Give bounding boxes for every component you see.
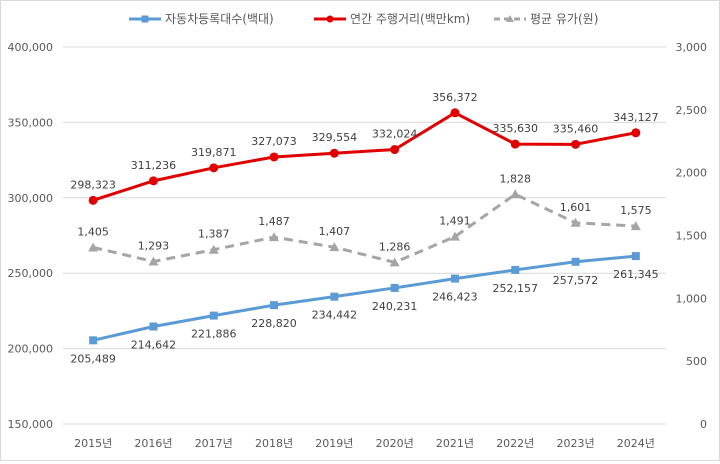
x-axis-tick-label: 2021년 (436, 437, 474, 450)
x-axis-tick-label: 2016년 (134, 437, 172, 450)
data-point (88, 242, 99, 252)
data-point (208, 244, 219, 254)
data-label: 214,642 (131, 339, 177, 352)
series-line (92, 192, 636, 264)
data-point (269, 152, 279, 162)
data-label: 356,372 (432, 91, 478, 104)
data-point (631, 252, 640, 261)
data-point (148, 176, 158, 186)
x-axis-tick-label: 2024년 (617, 437, 655, 450)
data-label: 335,630 (493, 122, 539, 135)
x-axis-tick-label: 2018년 (255, 437, 293, 450)
x-axis-tick-label: 2019년 (315, 437, 353, 450)
legend-label: 자동차등록대수(백대) (165, 12, 274, 26)
data-point (450, 108, 460, 118)
data-point (449, 231, 460, 241)
data-label: 1,405 (77, 225, 109, 238)
data-label: 319,871 (191, 146, 237, 159)
right-axis-tick-label: 1,000 (676, 292, 708, 305)
x-axis-tick-label: 2017년 (195, 437, 233, 450)
x-axis-tick-label: 2023년 (556, 437, 594, 450)
data-point (511, 265, 520, 274)
x-axis-tick-label: 2020년 (376, 437, 414, 450)
data-label: 1,286 (379, 240, 411, 253)
data-label: 1,293 (138, 240, 170, 253)
data-point (510, 189, 521, 199)
left-axis-tick-label: 300,000 (8, 192, 54, 205)
series-0: 205,489 214,642 221,886 228,820 234,442 240,2… (70, 252, 659, 365)
data-label: 257,572 (553, 274, 599, 287)
series-2: 1,405 1,293 1,387 1,487 1,407 1,286 1,491 1,828… (77, 172, 652, 267)
data-label: 311,236 (131, 159, 177, 172)
data-label: 1,407 (319, 225, 351, 238)
data-label: 343,127 (613, 111, 659, 124)
data-label: 335,460 (553, 122, 599, 135)
data-label: 252,157 (493, 282, 539, 295)
data-point (329, 242, 340, 252)
right-axis-tick-label: 0 (700, 418, 707, 431)
right-axis-tick-label: 2,500 (676, 104, 708, 117)
right-axis-tick-label: 2,000 (676, 167, 708, 180)
data-label: 332,024 (372, 128, 418, 141)
legend-label: 평균 유가(원) (530, 12, 598, 26)
data-point (630, 221, 641, 231)
legend-label: 연간 주행거리(백만km) (350, 11, 470, 26)
legend-marker (326, 15, 334, 23)
data-label: 1,491 (439, 215, 471, 228)
data-label: 228,820 (251, 317, 297, 330)
data-point (209, 163, 219, 173)
data-point (329, 148, 339, 158)
data-point (209, 311, 218, 320)
data-point (89, 336, 98, 345)
data-label: 329,554 (312, 131, 358, 144)
data-label: 1,601 (560, 201, 592, 214)
data-point (390, 145, 400, 155)
data-label: 221,886 (191, 328, 237, 341)
data-point (571, 139, 581, 149)
right-axis-tick-label: 1,500 (676, 230, 708, 243)
data-label: 1,575 (620, 204, 652, 217)
data-label: 1,387 (198, 228, 230, 241)
data-label: 298,323 (70, 178, 116, 191)
data-label: 240,231 (372, 300, 418, 313)
data-label: 234,442 (312, 309, 358, 322)
data-point (148, 256, 159, 266)
right-axis-tick-label: 500 (686, 355, 707, 368)
data-point (269, 232, 280, 242)
left-axis-tick-label: 350,000 (8, 116, 54, 129)
data-label: 205,489 (70, 352, 116, 365)
series-line (92, 111, 637, 202)
data-point (389, 257, 400, 267)
left-axis-tick-label: 200,000 (8, 343, 54, 356)
data-label: 1,828 (500, 172, 532, 185)
x-axis-tick-label: 2022년 (496, 437, 534, 450)
data-point (390, 283, 399, 292)
data-point (88, 195, 98, 205)
left-axis-tick-label: 400,000 (8, 41, 54, 54)
x-axis-tick-label: 2015년 (74, 437, 112, 450)
data-point (149, 322, 158, 331)
data-point (510, 139, 520, 149)
data-label: 246,423 (432, 291, 478, 304)
left-axis-tick-label: 250,000 (8, 267, 54, 280)
data-point (270, 301, 279, 310)
data-label: 1,487 (258, 215, 290, 228)
legend-marker (506, 15, 514, 22)
left-axis-tick-label: 150,000 (8, 418, 54, 431)
right-axis-tick-label: 3,000 (676, 41, 708, 54)
data-point (570, 217, 581, 227)
data-point (450, 274, 459, 283)
data-label: 327,073 (251, 135, 297, 148)
data-label: 261,345 (613, 268, 659, 281)
series-1: 298,323 311,236 319,871 327,073 329,554 332,0… (70, 91, 659, 205)
legend-marker (141, 15, 149, 23)
data-point (571, 257, 580, 266)
data-point (631, 128, 641, 138)
series-line (92, 254, 636, 342)
data-point (330, 292, 339, 301)
